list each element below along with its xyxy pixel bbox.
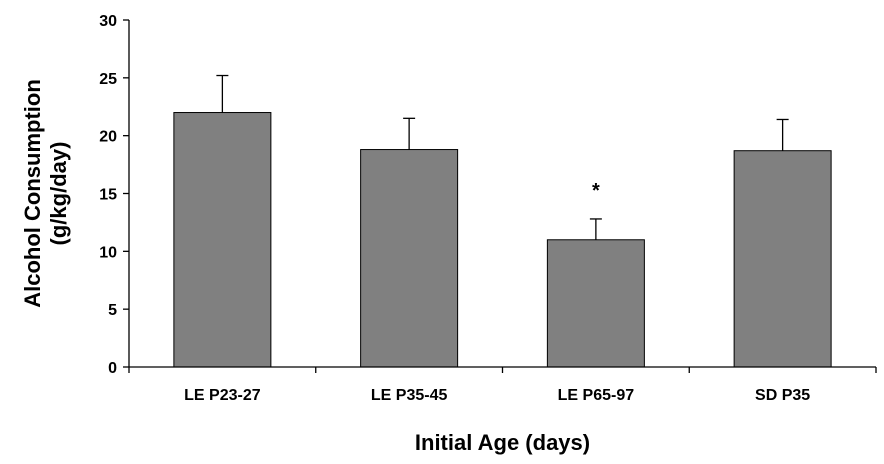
y-tick-label-5: 5 [108,302,117,319]
significance-marker-1: * [592,180,600,202]
x-tick-label-2: LE P35-45 [371,387,448,404]
x-tick-label-1: LE P23-27 [184,387,261,404]
bar-2 [360,149,459,368]
annotations-group: * [592,180,600,202]
bars-group [173,112,832,368]
y-tick-label-20: 20 [99,129,117,146]
x-tick-label-4: SD P35 [755,387,810,404]
bar-4 [733,150,832,368]
y-tick-label-10: 10 [99,244,117,261]
x-ticks-group: LE P23-27 LE P35-45 LE P65-97 SD P35 [128,367,877,404]
bar-3 [546,239,645,368]
x-axis-title: Initial Age (days) [415,430,590,455]
y-axis-title-line2: (g/kg/day) [46,142,71,246]
bar-1 [173,112,272,368]
y-ticks-group: 0 5 10 15 20 25 30 [99,13,129,377]
y-axis-title: Alcohol Consumption (g/kg/day) [20,79,71,308]
y-tick-label-30: 30 [99,13,117,30]
y-tick-label-15: 15 [99,187,117,204]
x-tick-label-3: LE P65-97 [558,387,635,404]
error-bars-group [216,74,789,240]
y-tick-label-0: 0 [108,360,117,377]
y-axis-title-line1: Alcohol Consumption [20,79,45,308]
y-tick-label-25: 25 [99,71,117,88]
